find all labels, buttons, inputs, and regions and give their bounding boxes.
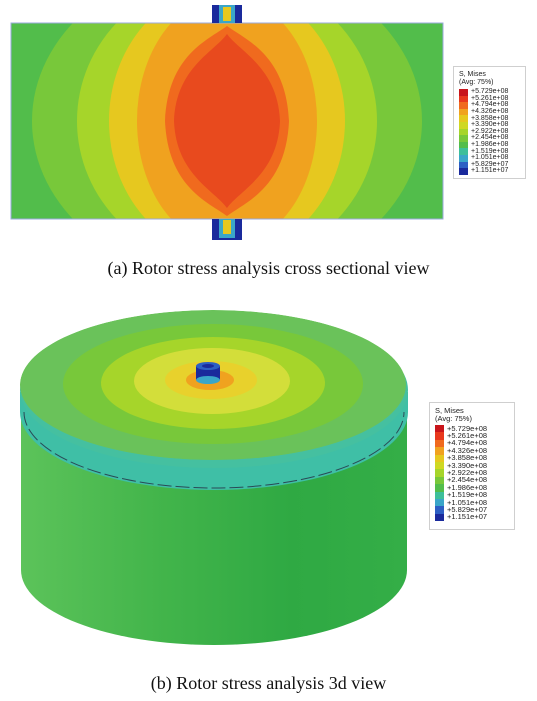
legend-rows: +5.729e+08 +5.261e+08 +4.794e+08 +4.326e… (459, 88, 520, 175)
legend-rows: +5.729e+08 +5.261e+08 +4.794e+08 +4.326e… (435, 424, 509, 522)
legend-row: +3.858e+08 (459, 115, 520, 122)
legend-row: +5.729e+08 (459, 88, 520, 96)
legend-row: +2.922e+08 (435, 469, 509, 477)
center-shaft (196, 362, 220, 384)
legend-title: S, Mises (435, 406, 464, 415)
contour-core (174, 34, 280, 208)
legend-row: +4.326e+08 (459, 108, 520, 116)
legend-row: +3.858e+08 (435, 454, 509, 462)
legend-row: +5.829e+07 (459, 161, 520, 169)
legend-row: +2.454e+08 (435, 476, 509, 485)
bottom-shaft (212, 219, 242, 240)
legend-row: +1.151e+07 (435, 513, 509, 522)
legend-row: +4.794e+08 (459, 101, 520, 109)
legend-row: +5.829e+07 (435, 506, 509, 514)
top-shaft (212, 5, 242, 23)
legend-row: +5.261e+08 (435, 432, 509, 440)
legend-row: +4.326e+08 (435, 447, 509, 455)
legend-row: +5.729e+08 (435, 424, 509, 433)
legend-row: +1.051e+08 (459, 154, 520, 162)
legend-row: +1.519e+08 (435, 491, 509, 499)
legend-row: +1.986e+08 (459, 141, 520, 149)
legend-row: +4.794e+08 (435, 439, 509, 448)
legend-row: +3.390e+08 (459, 121, 520, 129)
legend-subtitle: (Avg: 75%) (435, 414, 472, 423)
legend-title: S, Mises (459, 71, 486, 78)
legend-subtitle: (Avg: 75%) (459, 79, 494, 86)
stress-legend-a: S, Mises (Avg: 75%) +5.729e+08 +5.261e+0… (453, 66, 526, 179)
legend-row: +1.051e+08 (435, 498, 509, 507)
legend-row: +1.151e+07 (459, 167, 520, 175)
legend-row: +2.454e+08 (459, 134, 520, 142)
legend-row: +5.261e+08 (459, 95, 520, 103)
figure-a-caption: (a) Rotor stress analysis cross sectiona… (107, 258, 430, 278)
legend-row: +1.986e+08 (435, 484, 509, 492)
legend-row: +1.519e+08 (459, 148, 520, 155)
figure-b-caption: (b) Rotor stress analysis 3d view (150, 673, 387, 693)
cross-section-contour-plot (10, 5, 444, 240)
rotor-3d-contour-plot (20, 310, 408, 645)
legend-row: +3.390e+08 (435, 461, 509, 470)
rotor-seam-line (23, 411, 405, 489)
stress-legend-b: S, Mises (Avg: 75%) +5.729e+08 +5.261e+0… (429, 402, 515, 530)
legend-row: +2.922e+08 (459, 128, 520, 136)
